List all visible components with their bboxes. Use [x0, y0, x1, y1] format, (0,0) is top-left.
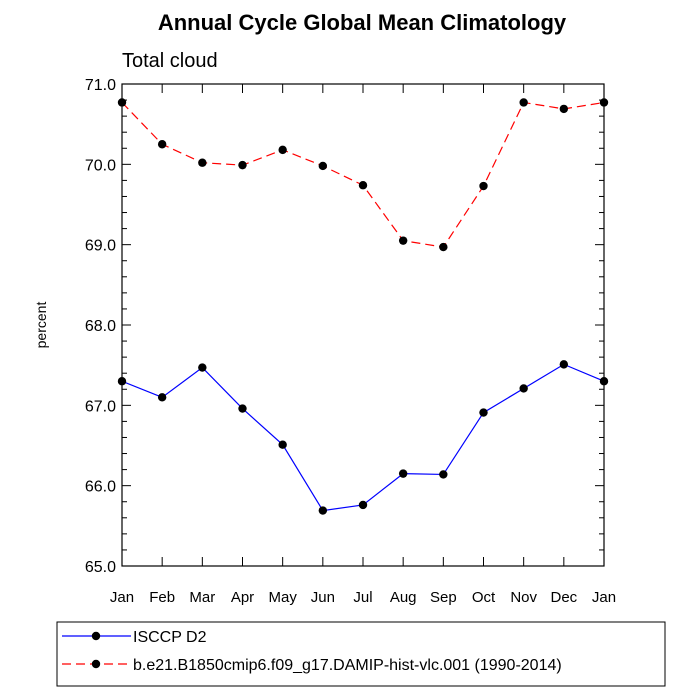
series-0-point: [157, 393, 167, 402]
series-1-point: [479, 181, 488, 191]
series-line-1: [121, 101, 605, 248]
x-tick-label: Nov: [510, 589, 537, 606]
y-tick-label: 68.0: [85, 318, 116, 335]
x-tick-label: Jan: [110, 589, 134, 606]
series-0-point: [318, 506, 328, 515]
y-axis-ticks: 65.0 66.0 67.0 68.0 69.0 70.0 71.0: [85, 77, 604, 576]
x-tick-label: Aug: [390, 589, 417, 606]
x-tick-label: Sep: [430, 589, 457, 606]
series-1-point: [238, 160, 247, 170]
x-axis-ticks: Jan Feb Mar Apr May Jun Jul Aug Sep Oct Nov Dec Jan: [110, 84, 616, 606]
x-tick-label: Jul: [353, 589, 372, 606]
series-0-point: [358, 500, 368, 510]
series-1-point: [599, 98, 609, 107]
chart-title: Annual Cycle Global Mean Climatology: [158, 10, 567, 35]
legend-label-1: b.e21.B1850cmip6.f09_g17.DAMIP-hist-vlc.…: [133, 657, 562, 674]
y-tick-label: 65.0: [85, 559, 116, 576]
series-1-point: [278, 145, 287, 155]
series-1-point: [198, 158, 207, 167]
x-tick-label: Apr: [231, 589, 254, 606]
plot-frame: [121, 83, 605, 567]
series-1-point: [519, 98, 528, 107]
x-tick-label: Mar: [189, 589, 215, 606]
y-tick-label: 66.0: [85, 479, 116, 496]
series-0-point: [238, 404, 247, 413]
series-0-point: [439, 470, 448, 479]
series-1-point: [157, 140, 167, 149]
y-tick-label: 71.0: [85, 77, 116, 94]
series-line-0: [121, 363, 605, 512]
series-layer: [117, 98, 609, 515]
legend-marker-0: [91, 631, 101, 641]
legend-marker-1: [91, 659, 101, 669]
series-0-point: [599, 377, 609, 386]
series-0-point: [398, 469, 408, 478]
y-tick-label: 70.0: [85, 157, 116, 174]
y-tick-label: 67.0: [85, 398, 116, 415]
chart-subtitle: Total cloud: [122, 50, 218, 72]
series-0-point: [198, 363, 207, 372]
series-0-point: [519, 384, 528, 393]
series-0-point: [278, 440, 287, 449]
legend-box: [56, 621, 666, 687]
series-0-point: [559, 360, 569, 369]
y-tick-label: 69.0: [85, 238, 116, 255]
series-1-point: [559, 104, 569, 114]
x-tick-label: Jan: [592, 589, 616, 606]
series-0-point: [117, 377, 127, 386]
x-tick-label: Dec: [550, 589, 577, 606]
legend-label-0: ISCCP D2: [133, 629, 207, 646]
series-1-point: [358, 181, 368, 190]
y-axis-label: percent: [33, 302, 49, 349]
series-0-point: [479, 408, 488, 417]
x-tick-label: Feb: [149, 589, 175, 606]
legend: ISCCP D2 b.e21.B1850cmip6.f09_g17.DAMIP-h…: [62, 629, 562, 674]
series-1-point: [439, 242, 448, 252]
x-tick-label: Oct: [472, 589, 496, 606]
series-1-point: [318, 161, 328, 171]
series-1-point: [398, 236, 408, 245]
x-tick-label: Jun: [311, 589, 335, 606]
series-1-point: [117, 98, 127, 107]
x-tick-label: May: [268, 589, 297, 606]
